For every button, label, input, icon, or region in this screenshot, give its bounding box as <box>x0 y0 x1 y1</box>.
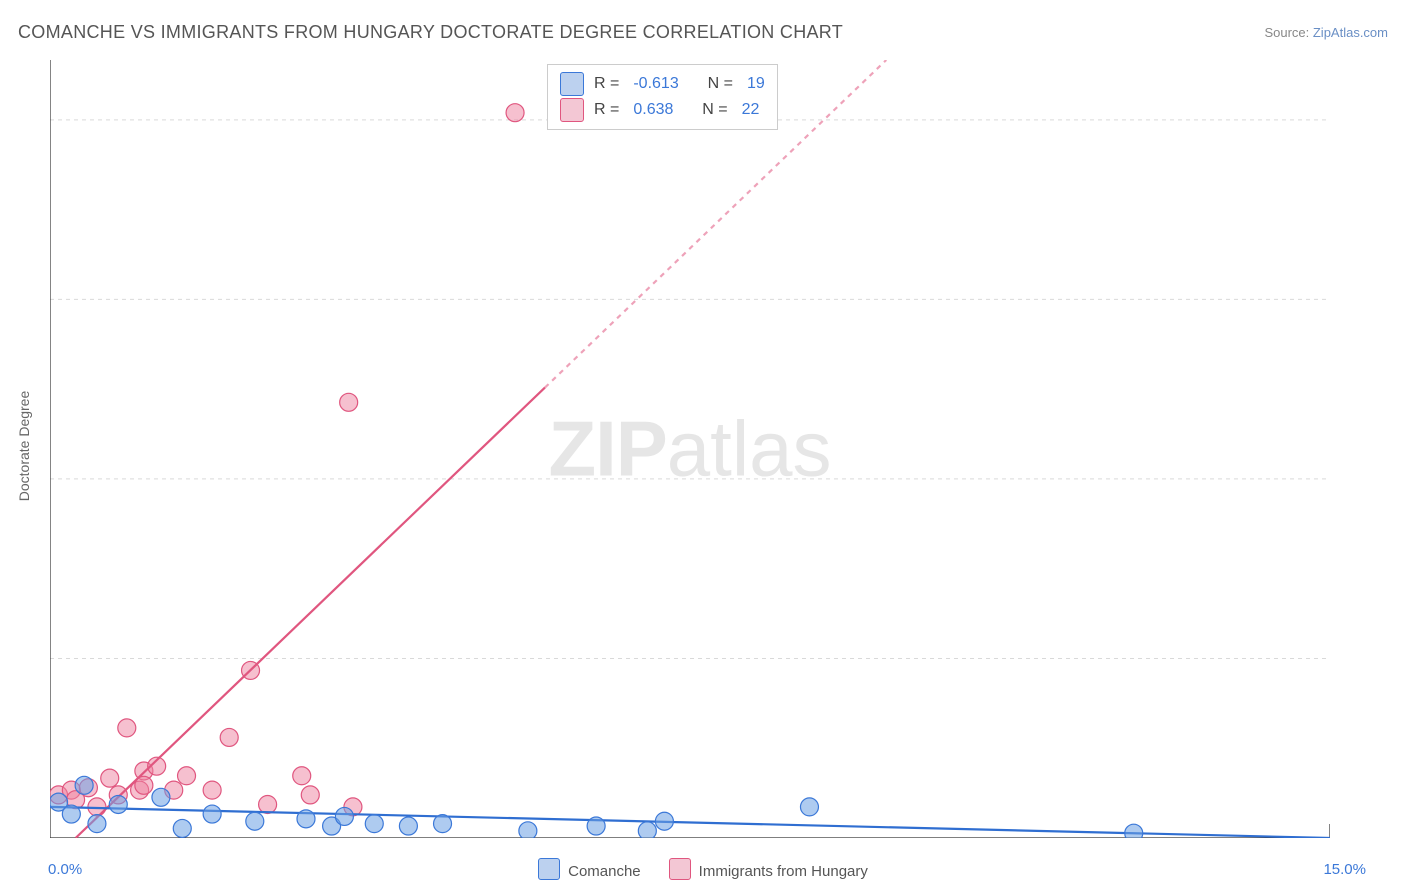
hungary-swatch-icon <box>560 98 584 122</box>
r-value: 0.638 <box>633 97 673 123</box>
source-attribution: Source: ZipAtlas.com <box>1264 25 1388 40</box>
source-link[interactable]: ZipAtlas.com <box>1313 25 1388 40</box>
source-prefix: Source: <box>1264 25 1312 40</box>
legend-item-hungary: Immigrants from Hungary <box>669 858 868 880</box>
comanche-swatch-icon <box>560 72 584 96</box>
legend-label: Immigrants from Hungary <box>699 863 868 880</box>
stat-legend-row: R = -0.613 N = 19 <box>560 71 765 97</box>
comanche-swatch-icon <box>538 858 560 880</box>
legend-item-comanche: Comanche <box>538 858 641 880</box>
n-value: 22 <box>742 97 760 123</box>
n-label: N = <box>708 71 733 97</box>
r-label: R = <box>594 97 619 123</box>
bottom-legend: Comanche Immigrants from Hungary <box>0 858 1406 880</box>
plot-svg: 7.5%15.0%22.5%30.0% <box>50 60 1330 838</box>
stat-legend: R = -0.613 N = 19 R = 0.638 N = 22 <box>547 64 778 130</box>
scatter-plot: 7.5%15.0%22.5%30.0% ZIPatlas <box>50 60 1330 838</box>
n-value: 19 <box>747 71 765 97</box>
stat-legend-row: R = 0.638 N = 22 <box>560 97 765 123</box>
legend-label: Comanche <box>568 863 641 880</box>
hungary-swatch-icon <box>669 858 691 880</box>
r-label: R = <box>594 71 619 97</box>
chart-title: COMANCHE VS IMMIGRANTS FROM HUNGARY DOCT… <box>18 22 843 43</box>
r-value: -0.613 <box>633 71 678 97</box>
n-label: N = <box>702 97 727 123</box>
y-axis-label: Doctorate Degree <box>16 391 32 502</box>
